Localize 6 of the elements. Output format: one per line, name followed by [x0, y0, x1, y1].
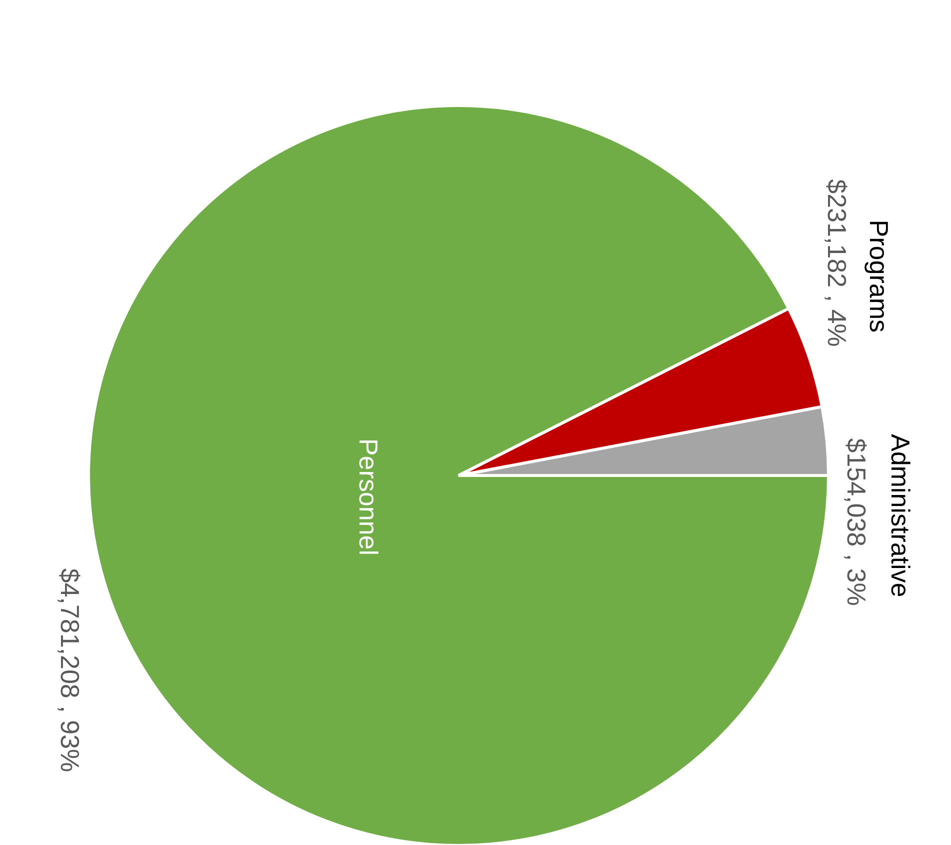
- data-label: $231,182 , 4%: [822, 179, 852, 347]
- slice-label: Programs: [864, 220, 894, 333]
- data-label: $154,038 , 3%: [841, 438, 872, 606]
- slice-label: Personnel: [354, 438, 384, 556]
- slice-label: Administrative: [886, 434, 916, 598]
- data-label: $4,781,208 , 93%: [54, 568, 85, 772]
